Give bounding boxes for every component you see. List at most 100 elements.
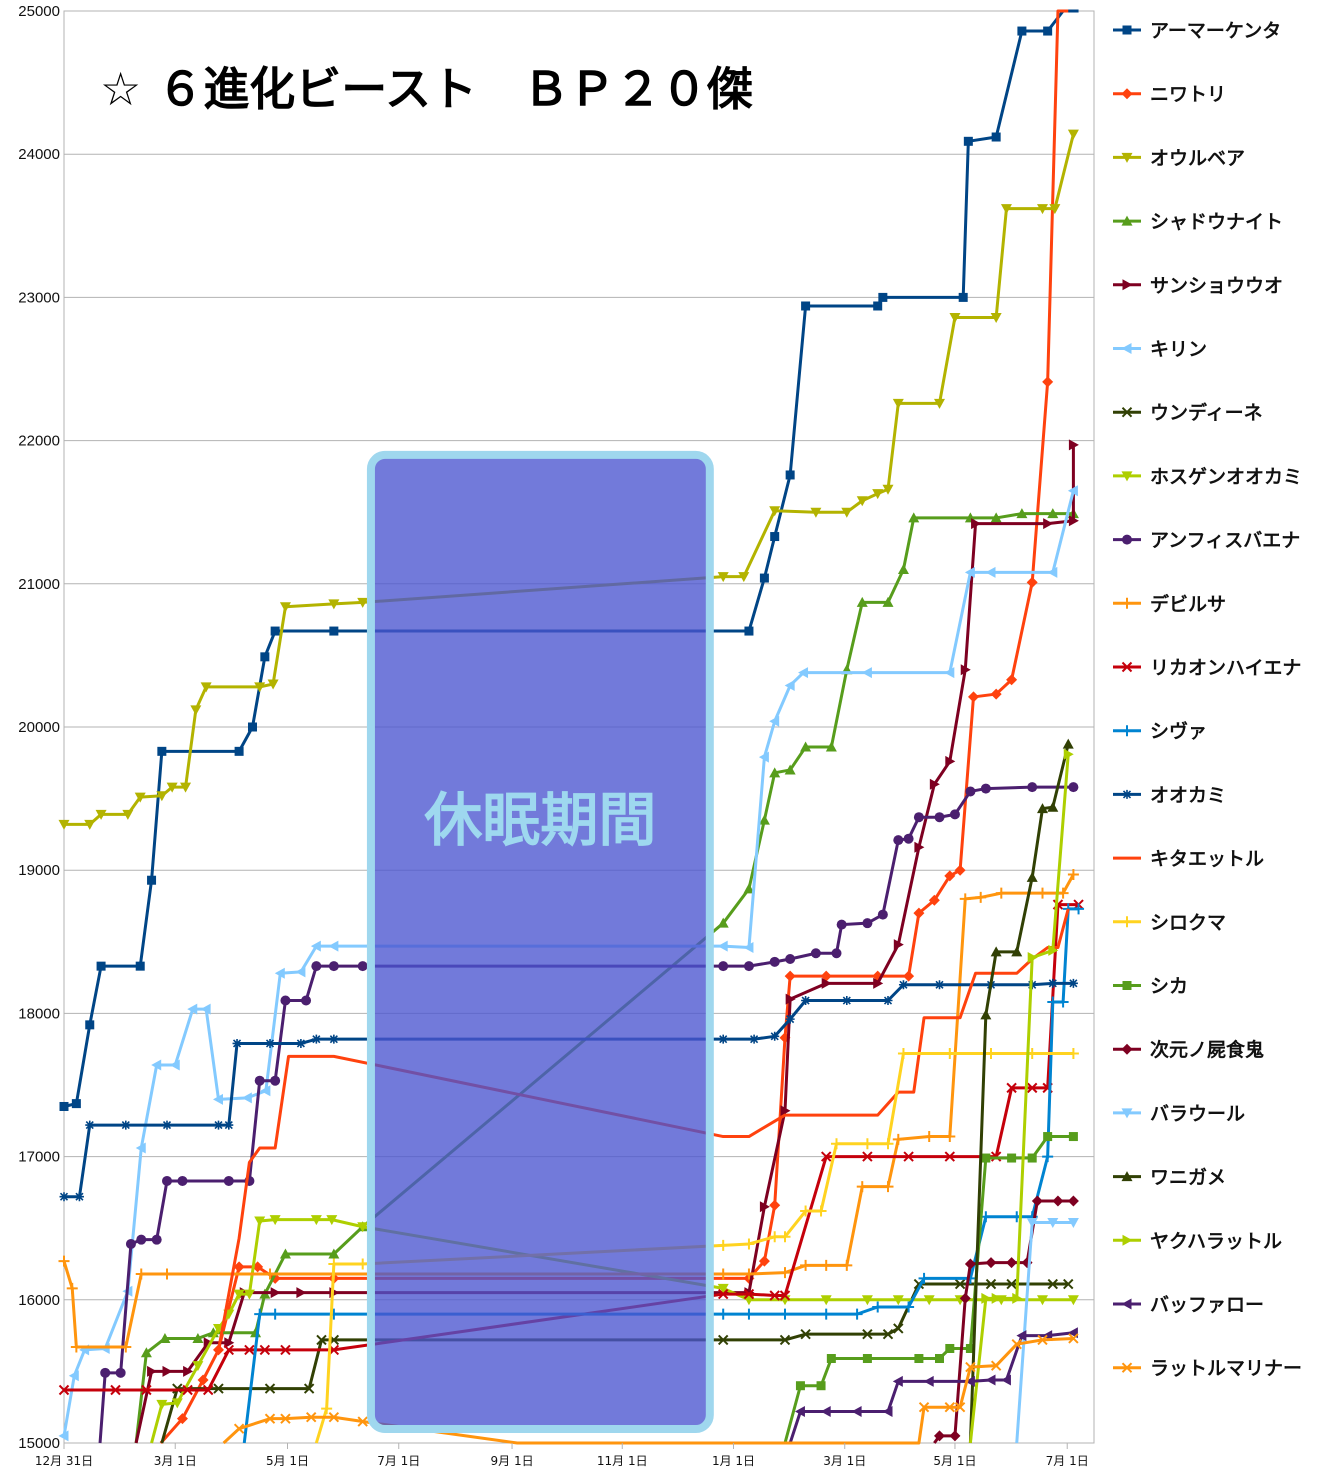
legend: アーマーケンタニワトリオウルベアシャドウナイトサンショウウオキリンウンディーネホ… <box>1113 20 1302 1380</box>
legend-item: キリン <box>1113 339 1207 361</box>
x-tick-label: 11月 1日 <box>597 1454 648 1468</box>
data-point <box>85 1120 95 1130</box>
data-point <box>769 715 780 727</box>
legend-item: シャドウナイト <box>1113 211 1283 233</box>
data-point <box>270 1075 281 1086</box>
data-point <box>301 995 312 1006</box>
data-point <box>800 1259 812 1271</box>
data-point <box>328 1258 340 1270</box>
data-point <box>903 1301 915 1313</box>
legend-label: ラットルマリナー <box>1150 1358 1302 1380</box>
data-point <box>944 1131 956 1143</box>
data-point <box>1027 952 1038 964</box>
data-point <box>1047 996 1059 1008</box>
data-point <box>856 596 868 607</box>
data-point <box>784 970 796 982</box>
data-point <box>779 1231 791 1243</box>
legend-label: ホスゲンオオカミ <box>1150 466 1302 488</box>
data-point <box>862 1354 872 1364</box>
data-point <box>1042 376 1054 388</box>
data-point <box>842 996 852 1006</box>
series-9 <box>98 782 1079 1444</box>
data-point <box>964 566 975 578</box>
data-point <box>311 1034 321 1044</box>
legend-item: アーマーケンタ <box>1113 20 1281 42</box>
data-point <box>944 870 956 882</box>
series-13 <box>59 978 1078 1202</box>
data-point <box>964 1375 975 1387</box>
data-point <box>1047 801 1059 812</box>
data-point <box>274 967 285 979</box>
data-point <box>1037 887 1048 899</box>
data-point <box>769 1199 781 1211</box>
data-point <box>798 667 809 679</box>
data-point <box>269 1215 281 1226</box>
data-point <box>190 705 202 716</box>
data-point <box>58 1430 69 1442</box>
data-point <box>794 1405 805 1417</box>
data-point <box>1068 439 1079 451</box>
data-point <box>316 1334 327 1346</box>
data-point <box>1037 204 1048 215</box>
data-point <box>800 741 812 752</box>
data-point <box>935 980 944 990</box>
data-point <box>169 1059 180 1071</box>
legend-item: オウルベア <box>1113 147 1245 169</box>
legend-item: オオカミ <box>1113 784 1226 806</box>
data-point <box>1121 916 1133 928</box>
data-point <box>259 1344 271 1356</box>
data-point <box>795 1381 805 1391</box>
data-point <box>1007 1153 1017 1163</box>
data-point <box>945 755 956 767</box>
data-point <box>785 470 795 480</box>
series-line <box>150 1218 1074 1444</box>
data-point <box>954 864 966 876</box>
data-point <box>758 1255 770 1267</box>
data-point <box>254 682 266 693</box>
data-point <box>1121 471 1133 482</box>
data-point <box>329 1034 339 1044</box>
data-point <box>964 1258 976 1270</box>
data-point <box>903 970 915 982</box>
data-point <box>1063 748 1074 760</box>
data-point <box>743 1238 755 1250</box>
y-tick-label: 16000 <box>18 1292 60 1309</box>
data-point <box>1006 1082 1017 1094</box>
data-point <box>825 741 837 752</box>
data-point <box>892 1133 904 1145</box>
data-point <box>959 893 971 905</box>
data-point <box>944 1048 956 1059</box>
x-tick-label: 3月 1日 <box>154 1454 197 1468</box>
data-point <box>1026 1082 1038 1094</box>
data-point <box>841 1259 853 1271</box>
data-point <box>1067 1048 1079 1059</box>
data-point <box>1047 1217 1059 1228</box>
data-point <box>1037 1334 1048 1346</box>
data-point <box>243 1289 255 1300</box>
legend-label: ウンディーネ <box>1150 401 1263 424</box>
data-point <box>68 1370 79 1382</box>
data-point <box>949 1430 961 1442</box>
data-point <box>296 1287 307 1299</box>
data-point <box>270 1287 281 1299</box>
data-point <box>963 136 973 146</box>
data-point <box>985 1257 997 1269</box>
y-tick-label: 19000 <box>18 862 60 879</box>
data-point <box>856 1181 868 1193</box>
data-point <box>162 1175 172 1186</box>
data-point <box>965 786 976 797</box>
x-tick-label: 7月 1日 <box>377 1454 420 1468</box>
data-point <box>717 917 729 928</box>
data-point <box>717 940 728 952</box>
data-point <box>329 626 339 636</box>
data-point <box>1000 204 1012 215</box>
data-point <box>166 782 178 793</box>
data-point <box>1057 996 1069 1008</box>
data-point <box>1006 674 1018 686</box>
data-point <box>769 767 781 778</box>
legend-label: バラウール <box>1150 1103 1245 1125</box>
legend-item: サンショウウオ <box>1113 275 1283 297</box>
legend-label: オウルベア <box>1150 147 1245 169</box>
legend-label: アンフィスバエナ <box>1150 530 1300 552</box>
data-point <box>958 292 968 302</box>
